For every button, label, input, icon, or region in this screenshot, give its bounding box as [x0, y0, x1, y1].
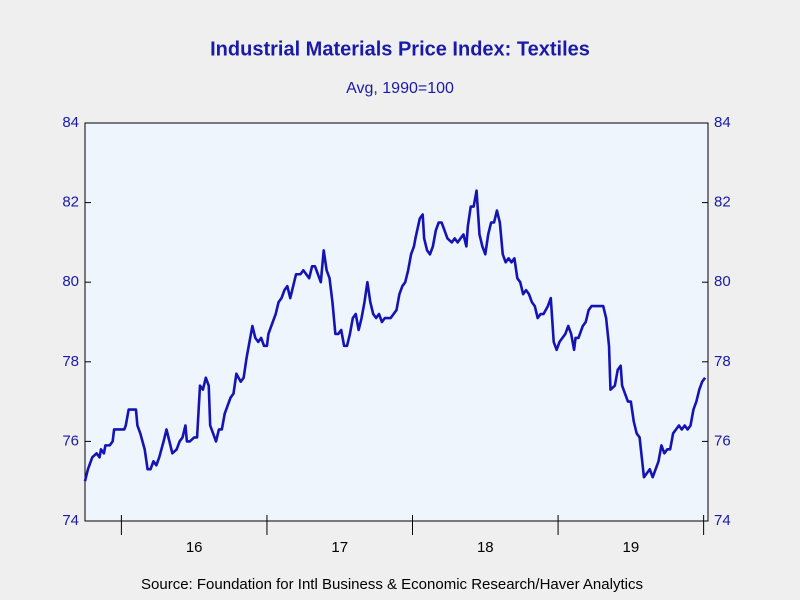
- y-tick-label: 82: [62, 194, 79, 211]
- y-tick-label: 80: [62, 273, 79, 290]
- series-line: [83, 189, 707, 482]
- x-tick-label: 16: [186, 539, 203, 556]
- plot-area: [84, 122, 709, 522]
- x-tick-label: 17: [331, 539, 348, 556]
- y2-tick-label: 76: [714, 432, 731, 449]
- y-tick-label: 74: [62, 512, 79, 529]
- y-tick-label: 84: [62, 114, 79, 131]
- source-note: Source: Foundation for Intl Business & E…: [141, 576, 643, 593]
- y2-tick-label: 74: [714, 512, 731, 529]
- y2-tick-label: 84: [714, 114, 731, 131]
- y2-tick-label: 80: [714, 273, 731, 290]
- x-tick-label: 19: [623, 539, 640, 556]
- chart-subtitle: Avg, 1990=100: [346, 80, 454, 97]
- chart-title: Industrial Materials Price Index: Textil…: [210, 38, 590, 60]
- x-tick-label: 18: [477, 539, 494, 556]
- y-tick-label: 76: [62, 432, 79, 449]
- y2-tick-label: 82: [714, 194, 731, 211]
- y2-tick-label: 78: [714, 353, 731, 370]
- y-tick-label: 78: [62, 353, 79, 370]
